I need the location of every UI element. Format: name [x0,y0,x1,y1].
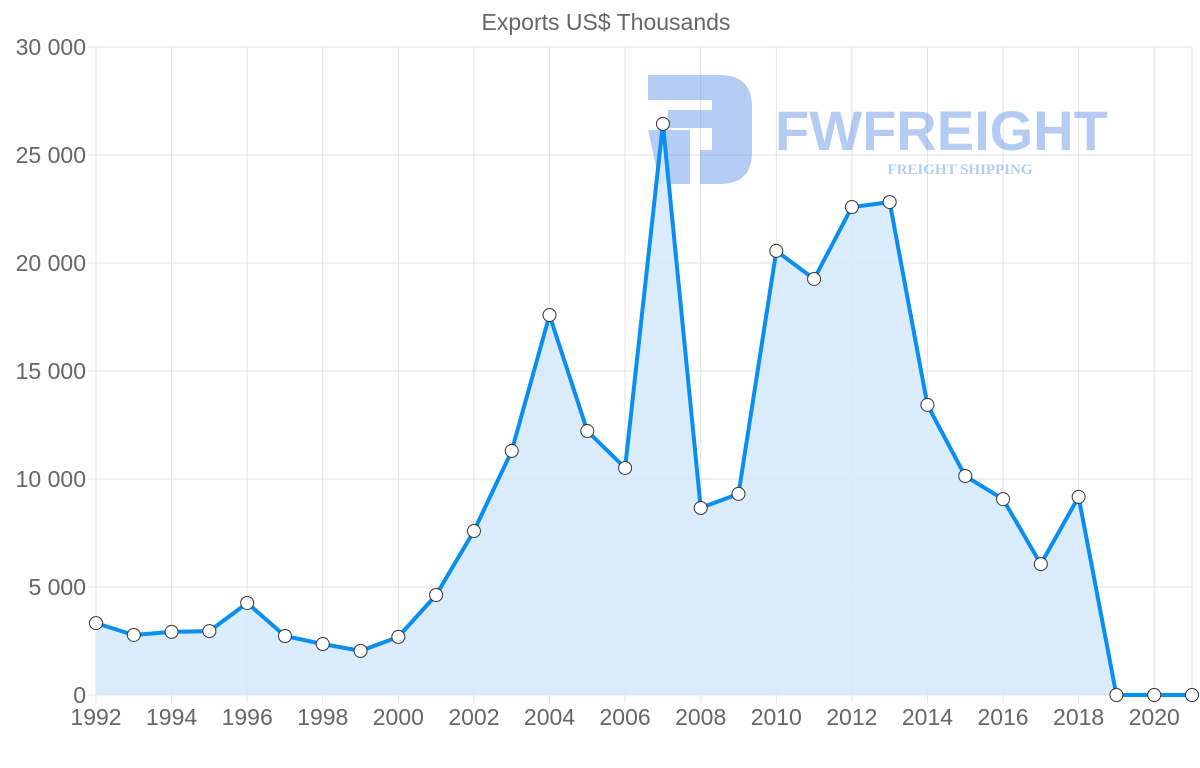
x-tick-label: 2012 [826,704,877,730]
data-point-2010[interactable] [769,243,784,258]
data-point-2009[interactable] [731,486,746,501]
x-tick-label: 2002 [448,704,499,730]
x-tick-label: 2014 [902,704,953,730]
x-tick-label: 1994 [146,704,197,730]
y-tick-label: 30 000 [16,34,86,60]
x-axis: 1992 1994 1996 1998 2000 2002 2004 2006 2008 2010… [70,704,1179,730]
data-point-2021[interactable] [1185,688,1199,702]
logo-mark-icon [648,75,752,184]
data-point-2000[interactable] [391,629,406,644]
x-tick-label: 2006 [600,704,651,730]
watermark-brand: FWFREIGHT [775,99,1108,162]
data-point-2005[interactable] [580,424,595,439]
data-point-2019[interactable] [1109,688,1124,702]
y-axis: 0 5 000 10 000 15 000 20 000 25 000 30 000 [16,34,86,708]
y-tick-label: 25 000 [16,142,86,168]
data-point-1998[interactable] [315,637,330,652]
data-point-2017[interactable] [1033,557,1048,572]
data-point-2011[interactable] [807,271,822,286]
y-tick-label: 20 000 [16,250,86,276]
series-line [95,121,1192,697]
x-tick-label: 2016 [977,704,1028,730]
x-tick-label: 2008 [675,704,726,730]
x-tick-label: 2020 [1129,704,1180,730]
data-point-1997[interactable] [277,629,292,644]
data-point-1995[interactable] [202,624,217,639]
data-points [89,116,1199,702]
data-point-2004[interactable] [542,308,557,323]
y-tick-label: 10 000 [16,466,86,492]
area-fill [96,123,1192,695]
data-point-2012[interactable] [844,200,859,215]
data-point-2003[interactable] [504,443,519,458]
data-point-1994[interactable] [164,624,179,639]
x-tick-label: 1996 [222,704,273,730]
x-tick-label: 1998 [297,704,348,730]
data-point-2020[interactable] [1147,688,1162,702]
x-tick-label: 2000 [373,704,424,730]
x-tick-label: 2010 [751,704,802,730]
data-point-1992[interactable] [89,616,103,631]
data-point-2001[interactable] [429,587,444,602]
data-point-2007[interactable] [655,116,670,131]
data-point-1999[interactable] [353,643,368,658]
y-tick-label: 5 000 [28,574,86,600]
data-point-1996[interactable] [240,595,255,610]
data-point-2008[interactable] [693,500,708,515]
data-point-1993[interactable] [126,627,141,642]
chart-title: Exports US$ Thousands [482,9,731,35]
data-point-2014[interactable] [920,397,935,412]
watermark-tagline: FREIGHT SHIPPING [887,162,1032,178]
data-point-2013[interactable] [882,195,897,210]
x-tick-label: 2018 [1053,704,1104,730]
data-point-2006[interactable] [618,460,633,475]
x-tick-label: 2004 [524,704,575,730]
data-point-2016[interactable] [996,492,1011,507]
y-tick-label: 0 [73,682,86,708]
data-point-2015[interactable] [958,468,973,483]
x-tick-label: 1992 [70,704,121,730]
data-point-2002[interactable] [466,524,481,539]
y-tick-label: 15 000 [16,358,86,384]
data-point-2018[interactable] [1071,489,1086,504]
